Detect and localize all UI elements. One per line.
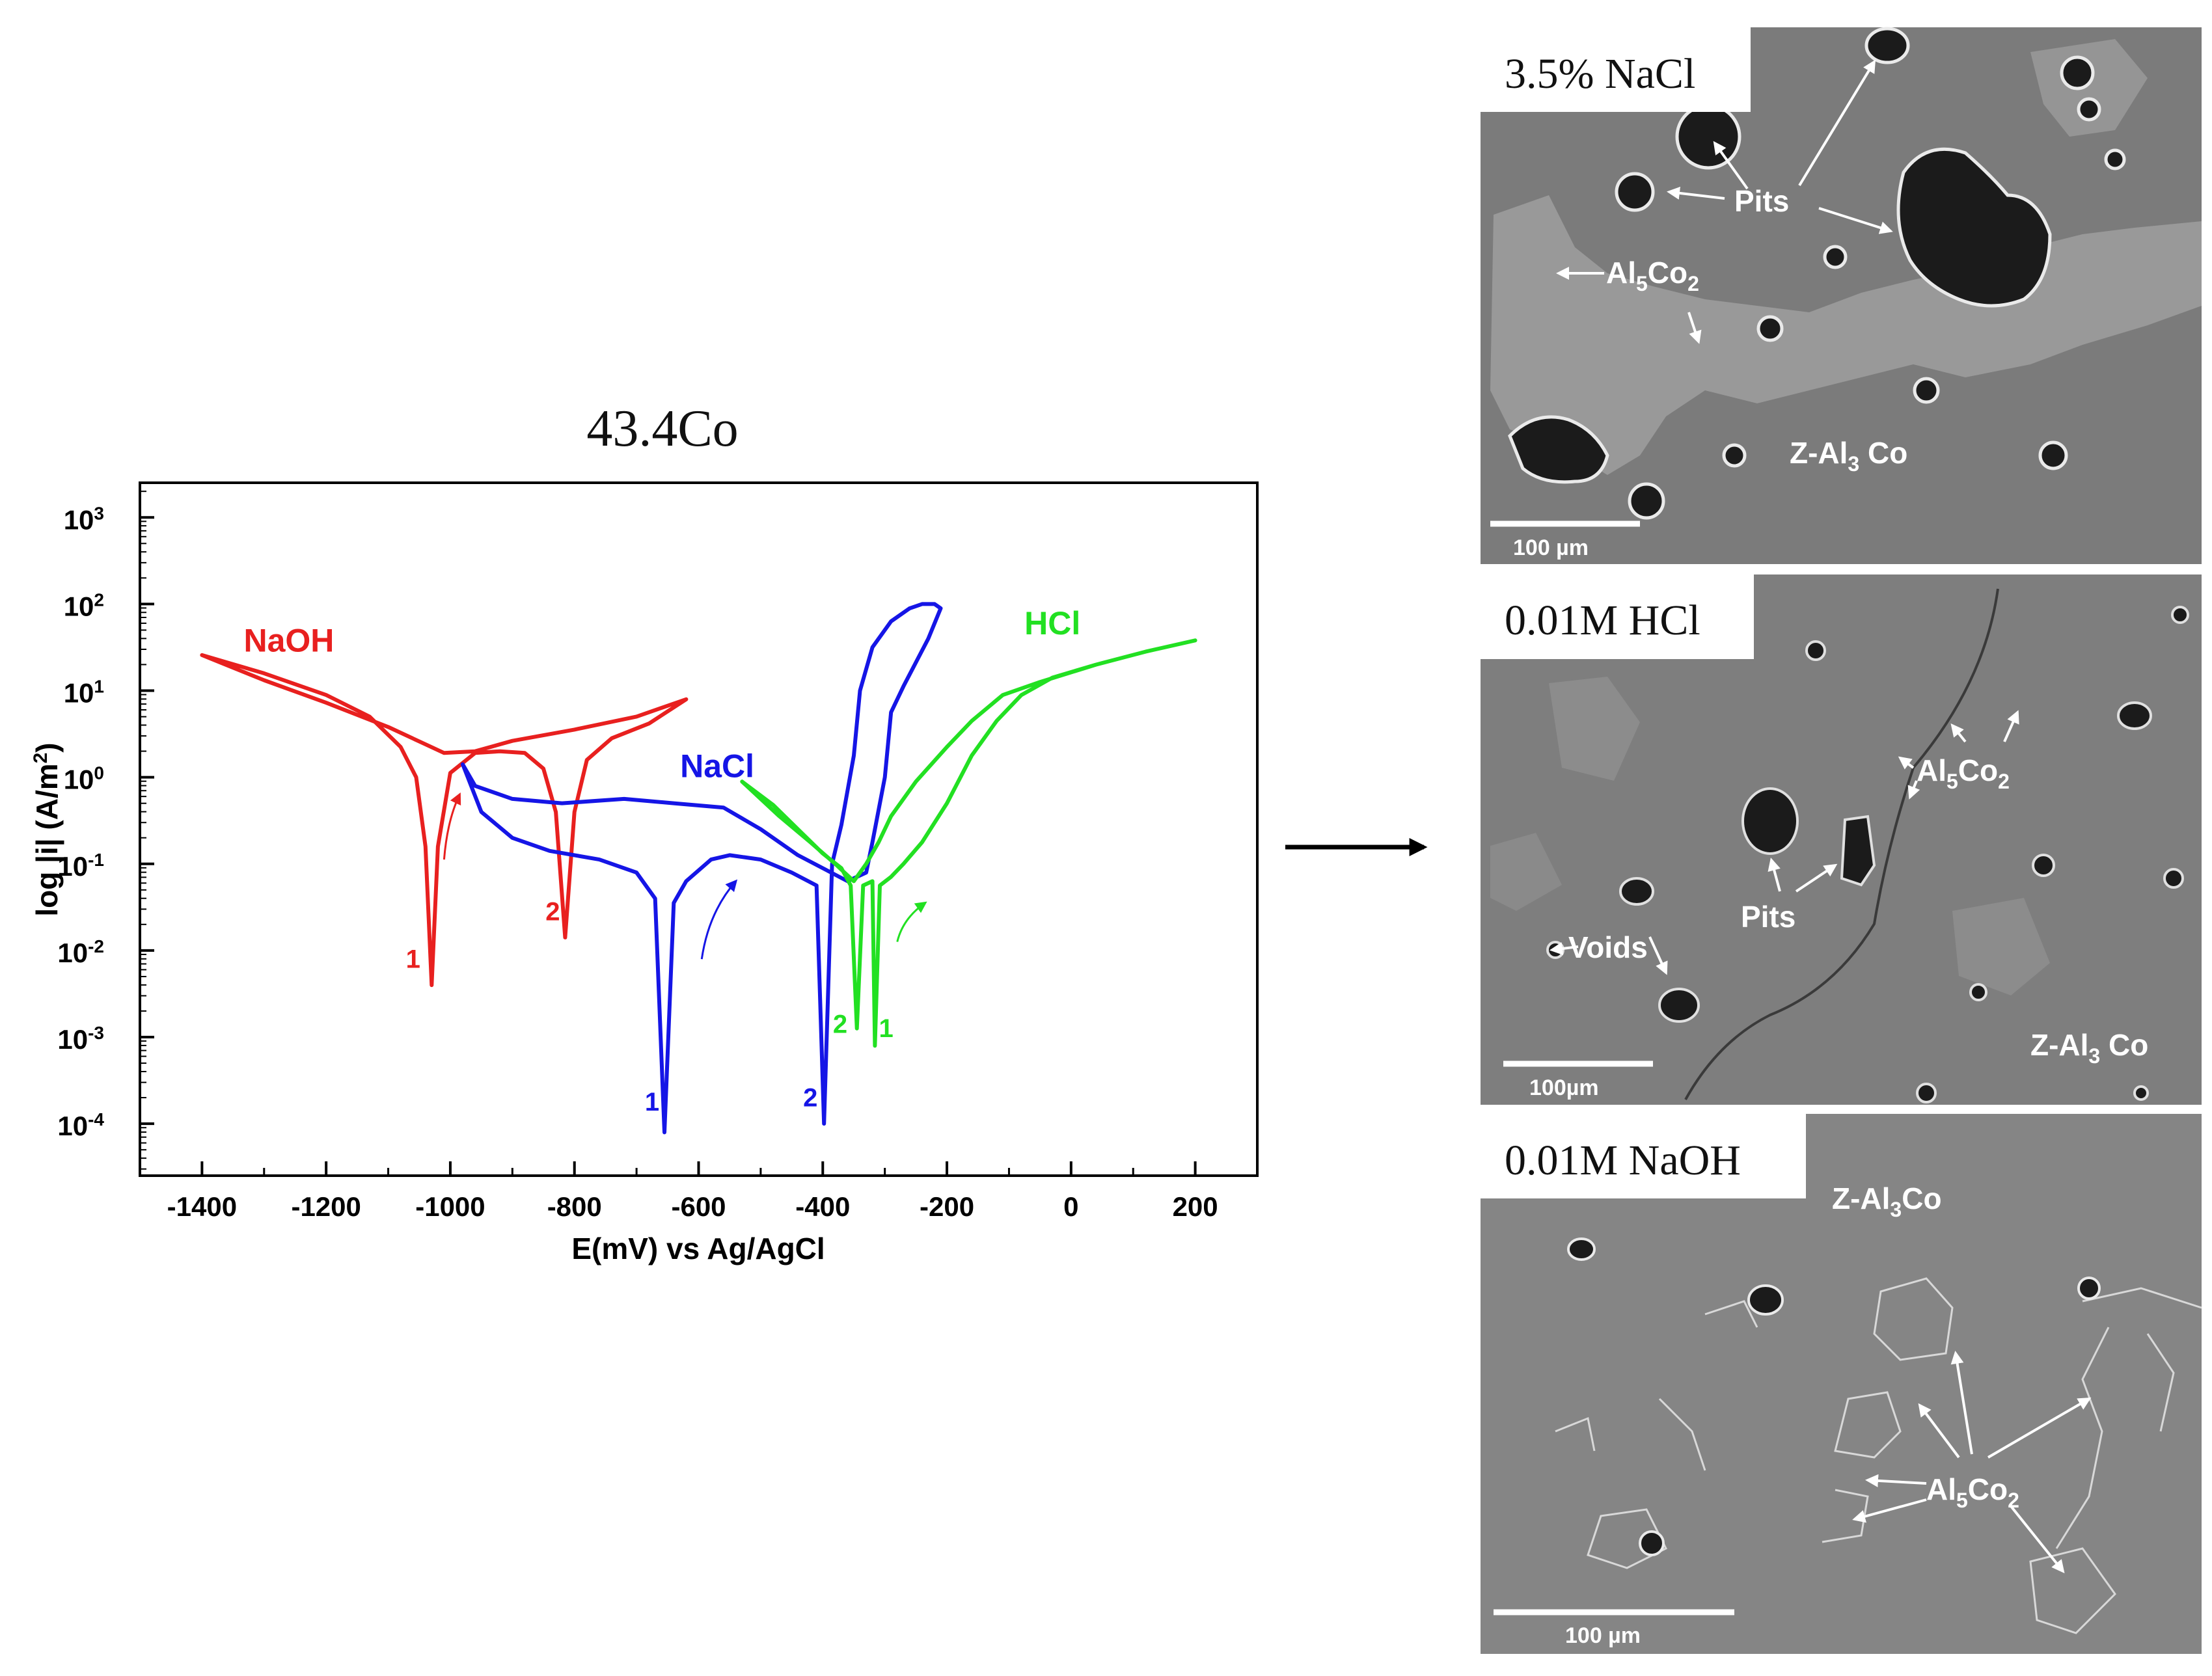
curve-number: 2 xyxy=(803,1084,817,1113)
pits xyxy=(1546,606,2189,1103)
curve-number: 2 xyxy=(545,897,560,926)
curve-number: 1 xyxy=(645,1088,659,1116)
direction-arrows xyxy=(443,792,927,960)
phase-label-al5co2: Al5Co2 xyxy=(1917,753,2010,793)
y-axis-ticks: 103 102 101 100 10-1 10-2 10-3 10-4 xyxy=(57,491,154,1170)
scan-direction-arrow xyxy=(700,879,738,960)
caption-hcl: 0.01M HCl xyxy=(1505,597,1700,644)
caption-box-nacl xyxy=(1481,27,1751,112)
y-tick-label: 10-1 xyxy=(57,849,104,882)
curve-numbers: 1 2 1 2 2 1 xyxy=(406,897,894,1116)
series-label-hcl: HCl xyxy=(1024,605,1080,642)
x-axis-ticks: -1400 -1200 -1000 -800 -600 -400 -200 0 200 xyxy=(139,1161,1259,1222)
caption-box-naoh xyxy=(1481,1114,1806,1198)
x-tick-label: -800 xyxy=(547,1191,602,1222)
x-tick-label: -600 xyxy=(671,1191,726,1222)
phase-label-zal3co: Z-Al3Co xyxy=(1832,1182,1942,1221)
series-label-nacl: NaCl xyxy=(680,748,754,785)
scan-direction-arrow xyxy=(443,792,461,860)
series-line-naoh xyxy=(200,653,689,988)
x-tick-label: -200 xyxy=(920,1191,974,1222)
curve-number: 1 xyxy=(406,945,420,974)
x-tick-label: -400 xyxy=(795,1191,850,1222)
plot-frame xyxy=(139,481,1259,1177)
voids-label: Voids xyxy=(1568,930,1648,964)
series-layer xyxy=(200,602,1197,1135)
sem-panel-nacl: 3.5% NaCl Pits Al5Co2 Z-Al3 Co 100 µm xyxy=(1481,27,2202,564)
sem-image-naoh xyxy=(1481,1114,2202,1654)
series-line-nacl xyxy=(461,602,943,1135)
scale-bar-label-hcl: 100µm xyxy=(1529,1075,1599,1100)
sem-panel-hcl: 0.01M HCl Al5Co2 Pits Voids Z-Al3 Co 100… xyxy=(1481,574,2202,1105)
phase-label-al5co2: Al5Co2 xyxy=(1606,256,1699,295)
x-tick-label: -1200 xyxy=(291,1191,361,1222)
series-labels: NaOH NaCl HCl xyxy=(243,605,1080,785)
x-tick-label: 0 xyxy=(1063,1191,1078,1222)
y-tick-label: 100 xyxy=(64,763,104,795)
x-axis-label: E(mV) vs Ag/AgCl xyxy=(571,1232,825,1265)
polarization-chart: 43.4Co -1400 -1200 -1000 -800 -600 -400 -200 0 2… xyxy=(30,400,1259,1265)
sem-panel-naoh: 0.01M NaOH Z-Al3Co Al5Co2 100 µm xyxy=(1481,1114,2202,1654)
curve-number: 2 xyxy=(833,1010,847,1038)
pits-label: Pits xyxy=(1741,900,1796,934)
y-tick-label: 101 xyxy=(64,676,104,709)
phase-label-zal3co: Z-Al3 Co xyxy=(2030,1028,2148,1068)
pits xyxy=(1567,1237,2101,1556)
curve-number: 1 xyxy=(879,1014,893,1043)
series-line-hcl xyxy=(740,638,1197,1048)
scan-direction-arrow xyxy=(896,901,927,942)
y-tick-label: 10-3 xyxy=(57,1023,104,1055)
caption-box-hcl xyxy=(1481,574,1754,659)
phase-label-zal3co: Z-Al3 Co xyxy=(1790,436,1907,476)
phase-label-al5co2: Al5Co2 xyxy=(1926,1472,2019,1512)
scale-bar-label-nacl: 100 µm xyxy=(1513,535,1589,560)
chart-title: 43.4Co xyxy=(586,400,738,457)
x-tick-label: -1000 xyxy=(415,1191,485,1222)
y-tick-label: 102 xyxy=(64,589,104,622)
x-tick-label: -1400 xyxy=(167,1191,237,1222)
pits-label: Pits xyxy=(1734,184,1789,218)
caption-nacl: 3.5% NaCl xyxy=(1505,50,1695,98)
x-tick-label: 200 xyxy=(1173,1191,1218,1222)
caption-naoh: 0.01M NaOH xyxy=(1505,1137,1741,1184)
y-tick-label: 103 xyxy=(64,503,104,535)
sem-image-hcl xyxy=(1481,574,2202,1105)
y-tick-label: 10-2 xyxy=(57,936,104,968)
y-axis-label: log |i| (A/m2) xyxy=(30,742,64,916)
scale-bar-label-naoh: 100 µm xyxy=(1565,1623,1641,1648)
series-label-naoh: NaOH xyxy=(243,623,334,659)
y-tick-label: 10-4 xyxy=(57,1109,104,1142)
